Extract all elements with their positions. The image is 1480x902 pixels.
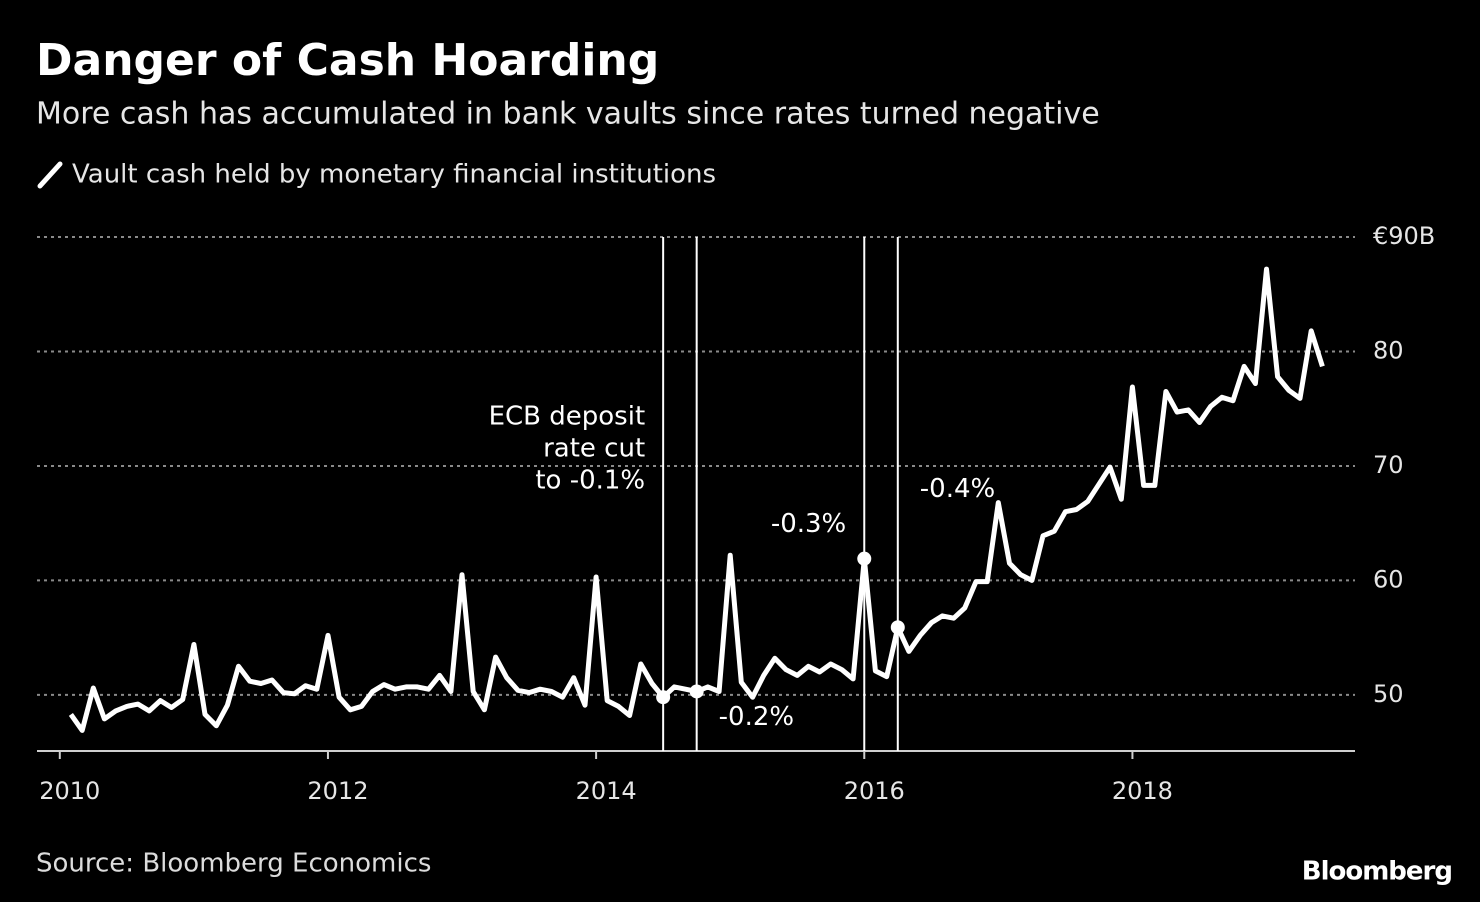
event-marker (689, 684, 704, 699)
annotation-label: -0.3% (771, 509, 846, 539)
y-tick-label: 70 (1373, 451, 1404, 479)
event-marker (857, 551, 872, 566)
y-tick-label: €90B (1373, 222, 1435, 250)
y-tick-label: 50 (1373, 680, 1404, 708)
brand-logo: Bloomberg (1302, 857, 1452, 887)
source: Source: Bloomberg Economics (36, 849, 431, 879)
annotation-label: to -0.1% (535, 466, 645, 496)
x-tick-label: 2012 (307, 777, 368, 805)
chart-subtitle: More cash has accumulated in bank vaults… (36, 97, 1100, 132)
annotation-label: -0.2% (719, 702, 794, 732)
x-tick-label: 2010 (39, 777, 100, 805)
annotation-label: ECB deposit (489, 402, 646, 432)
event-marker (890, 620, 905, 635)
legend-label: Vault cash held by monetary financial in… (72, 160, 716, 190)
x-tick-label: 2016 (844, 777, 905, 805)
annotation-label: -0.4% (920, 474, 995, 504)
x-tick-label: 2014 (576, 777, 637, 805)
x-tick-label: 2018 (1112, 777, 1173, 805)
chart-title: Danger of Cash Hoarding (36, 35, 659, 86)
event-marker (656, 690, 671, 705)
y-tick-label: 60 (1373, 565, 1404, 593)
y-tick-label: 80 (1373, 336, 1404, 364)
legend-swatch (37, 161, 63, 189)
annotation-label: rate cut (543, 434, 645, 464)
